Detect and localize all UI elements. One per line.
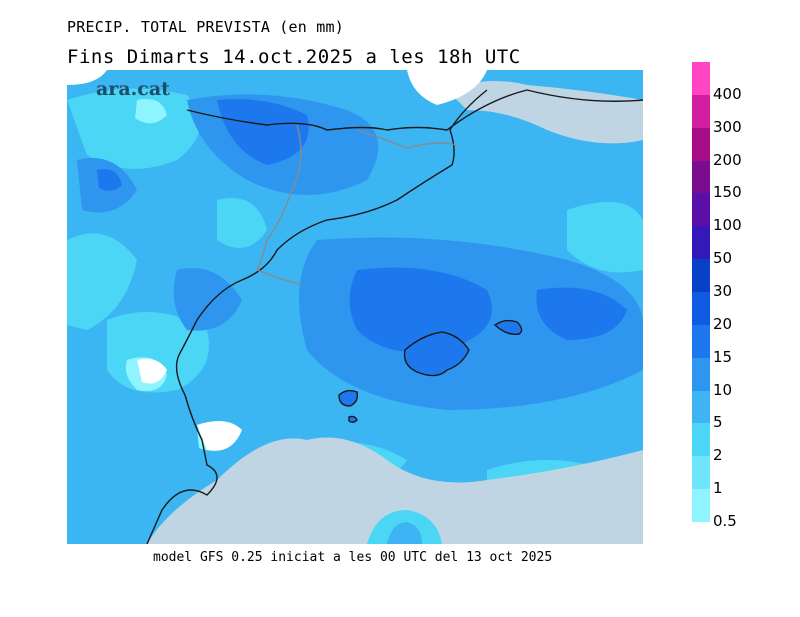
precip-zone-heavy <box>349 267 492 353</box>
map-valid-time: Fins Dimarts 14.oct.2025 a les 18h UTC <box>67 46 521 68</box>
legend-label: 50 <box>713 249 733 268</box>
island-formentera <box>348 415 358 423</box>
land-outside-northeast <box>447 81 643 144</box>
border-france <box>186 89 643 131</box>
map-title: PRECIP. TOTAL PREVISTA (en mm) <box>67 18 344 36</box>
precip-zone-very-light <box>135 99 167 124</box>
legend-color-step <box>692 292 710 325</box>
precip-zone-heavy <box>97 169 122 191</box>
precip-zone-heavy <box>217 99 309 165</box>
legend-color-step <box>692 193 710 227</box>
legend-color-step <box>692 489 710 522</box>
legend-color-step <box>692 324 710 358</box>
island-ibiza <box>338 389 359 407</box>
legend-label: 5 <box>713 413 723 432</box>
island-mallorca <box>403 331 470 377</box>
legend-color-step <box>692 357 710 391</box>
model-info: model GFS 0.25 iniciat a les 00 UTC del … <box>153 550 553 565</box>
precip-zone-sardinia <box>387 522 422 544</box>
dry-area <box>137 358 167 384</box>
legend-color-step <box>692 226 710 260</box>
dry-area <box>67 70 107 85</box>
legend-color-step <box>692 94 710 128</box>
precip-zone-light <box>567 202 643 273</box>
land-outside-south <box>147 437 643 544</box>
legend-label: 150 <box>713 183 742 202</box>
dry-area <box>407 70 487 105</box>
precip-zone-light <box>217 198 267 248</box>
precipitation-map <box>67 70 643 544</box>
precip-zone-light <box>67 233 137 330</box>
border-andorra <box>356 129 458 149</box>
legend-label: 100 <box>713 216 742 235</box>
ara-cat-logo: ara.cat <box>96 78 170 100</box>
legend-label: 2 <box>713 446 723 465</box>
legend-color-step <box>692 160 710 194</box>
legend-label: 200 <box>713 150 742 169</box>
precip-zone-light <box>67 88 200 169</box>
legend-color-step <box>692 456 710 490</box>
precipitation-legend <box>692 62 710 522</box>
legend-color-step <box>692 259 710 292</box>
dry-area <box>197 421 242 451</box>
legend-label: 0.5 <box>713 512 737 530</box>
legend-label: 400 <box>713 84 742 103</box>
precip-zone-heavy <box>536 287 627 340</box>
legend-color-step <box>692 127 710 161</box>
precip-zone-moderate <box>173 268 242 331</box>
legend-label: 300 <box>713 117 742 136</box>
legend-label: 20 <box>713 314 733 333</box>
coastline-iberia <box>146 89 488 544</box>
legend-label: 15 <box>713 347 733 366</box>
legend-color-step <box>692 62 710 95</box>
legend-color-step <box>692 390 710 424</box>
legend-label: 1 <box>713 479 723 498</box>
border-catalonia <box>256 124 303 286</box>
legend-color-step <box>692 423 710 457</box>
island-menorca <box>493 319 523 335</box>
legend-label: 10 <box>713 380 733 399</box>
legend-label: 30 <box>713 282 733 300</box>
